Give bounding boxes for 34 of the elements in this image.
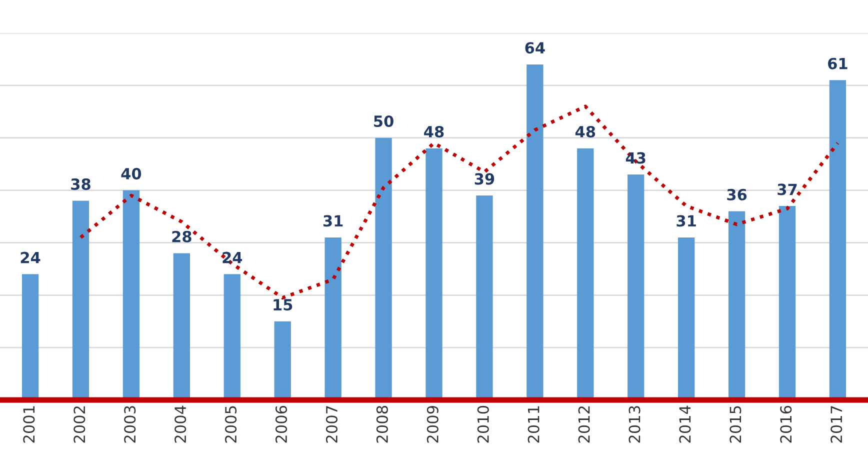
x-tick-label: 2003	[124, 406, 136, 443]
x-tick-label: 2009	[426, 406, 438, 443]
x-tick-label: 2008	[376, 406, 388, 443]
x-tick-label: 2005	[225, 406, 237, 443]
data-label: 24	[20, 252, 40, 264]
x-tick-label: 2004	[174, 406, 186, 443]
x-tick-label: 2002	[74, 406, 86, 443]
data-label: 40	[121, 168, 142, 180]
data-label: 36	[727, 188, 747, 200]
data-label: 64	[525, 42, 545, 54]
x-tick-label: 2007	[326, 406, 338, 443]
data-label: 24	[222, 252, 242, 264]
data-label: 43	[626, 152, 646, 164]
data-label: 50	[374, 115, 394, 128]
data-label: 31	[676, 215, 696, 227]
data-label: 15	[274, 299, 292, 311]
x-tick-label: 2010	[477, 406, 489, 443]
data-label: 37	[778, 184, 797, 196]
x-tick-label: 2013	[628, 406, 640, 443]
x-tick-label: 2014	[679, 406, 691, 443]
data-label: 31	[323, 215, 343, 227]
data-label: 39	[474, 173, 494, 185]
x-tick-label: 2011	[528, 406, 540, 443]
data-label: 38	[71, 178, 90, 190]
x-tick-label: 2006	[275, 406, 288, 443]
x-tick-label: 2001	[23, 406, 35, 443]
x-tick-label: 2017	[830, 406, 842, 443]
x-tick-label: 2016	[780, 406, 792, 443]
data-label: 61	[828, 58, 848, 70]
data-label: 28	[172, 230, 192, 242]
data-label: 48	[424, 126, 444, 138]
data-label: 48	[575, 126, 596, 138]
x-tick-label: 2015	[730, 406, 742, 443]
x-tick-label: 2012	[578, 406, 590, 443]
